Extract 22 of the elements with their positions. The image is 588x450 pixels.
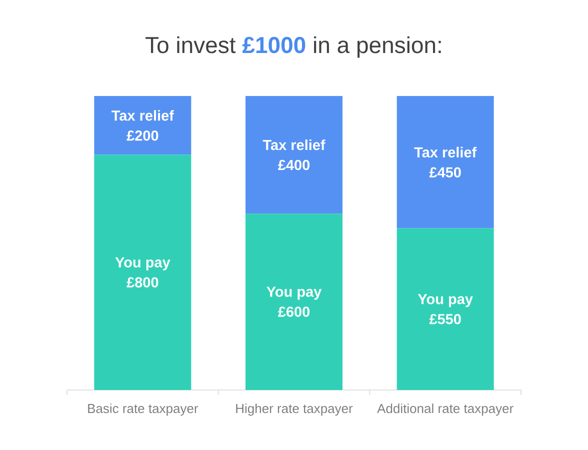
data-label: £550 (429, 314, 461, 324)
data-label: £200 (126, 130, 158, 141)
bar (246, 214, 343, 390)
bar (396, 228, 494, 390)
data-label: £400 (278, 160, 310, 170)
text: Tax relief (262, 139, 326, 150)
x-tick-label: Additional rate taxpayer (377, 404, 514, 416)
text: Tax relief (414, 146, 477, 158)
bar (94, 96, 192, 155)
chart-title: To invest £1000 in a pension: (146, 36, 441, 58)
data-label: £600 (278, 306, 310, 317)
data-label: £800 (126, 277, 158, 288)
x-tick-label: Higher rate taxpayer (236, 404, 353, 416)
bar (246, 96, 343, 214)
bar (396, 96, 494, 228)
text: You pay (115, 257, 170, 270)
data-label: £450 (429, 167, 461, 178)
text: You pay (266, 286, 322, 300)
x-tick-label: Basic rate taxpayer (88, 404, 198, 416)
series-label: Tax relief (112, 110, 174, 121)
bar (94, 154, 192, 390)
series-label: You pay (418, 294, 473, 308)
